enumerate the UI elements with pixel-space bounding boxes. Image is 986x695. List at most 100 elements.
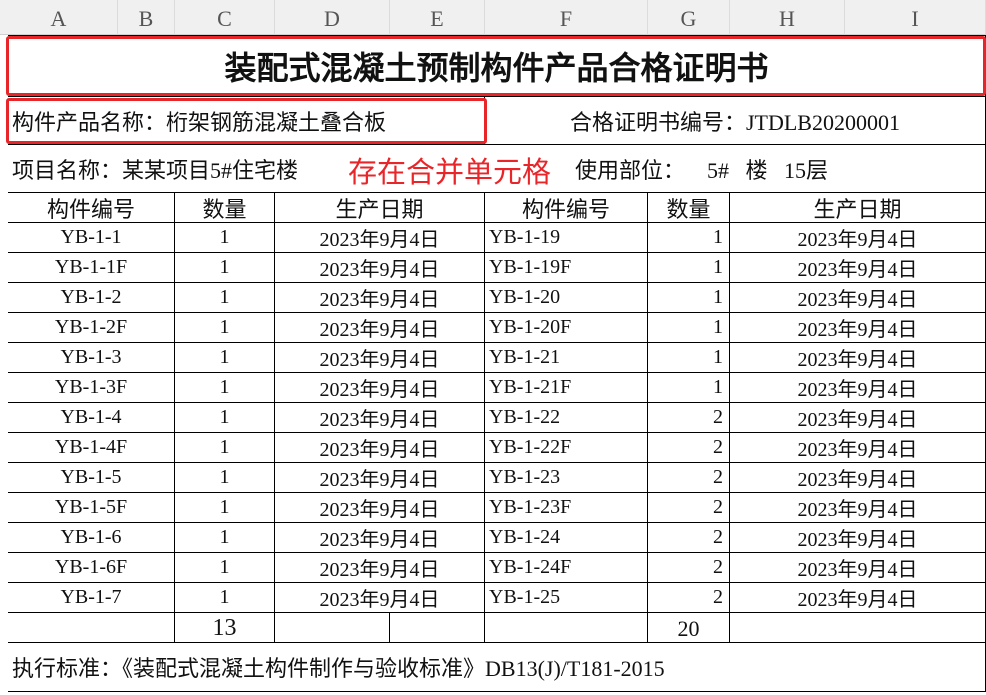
- table-cell-production-date[interactable]: 2023年9月4日: [275, 553, 485, 583]
- table-cell-quantity[interactable]: 1: [648, 343, 730, 373]
- table-cell-production-date[interactable]: 2023年9月4日: [275, 343, 485, 373]
- table-cell-quantity[interactable]: 1: [175, 523, 275, 553]
- table-cell-quantity[interactable]: 1: [648, 313, 730, 343]
- table-cell-quantity[interactable]: 2: [648, 433, 730, 463]
- header-component-no[interactable]: 构件编号: [8, 193, 175, 223]
- table-cell-quantity[interactable]: 1: [648, 223, 730, 253]
- table-cell-production-date[interactable]: 2023年9月4日: [275, 313, 485, 343]
- location-cell[interactable]: 使用部位： 5# 楼 15层: [485, 145, 986, 193]
- table-cell-component-no[interactable]: YB-1-7: [8, 583, 175, 613]
- table-cell-component-no[interactable]: YB-1-2: [8, 283, 175, 313]
- table-cell-production-date[interactable]: 2023年9月4日: [730, 433, 986, 463]
- column-header-A[interactable]: A: [0, 0, 118, 35]
- table-cell-quantity[interactable]: 1: [175, 223, 275, 253]
- table-cell-production-date[interactable]: 2023年9月4日: [730, 373, 986, 403]
- table-cell-component-no[interactable]: YB-1-23F: [485, 493, 648, 523]
- table-cell-component-no[interactable]: YB-1-5: [8, 463, 175, 493]
- table-cell-quantity[interactable]: 1: [175, 253, 275, 283]
- table-cell-component-no[interactable]: YB-1-19F: [485, 253, 648, 283]
- table-cell-component-no[interactable]: YB-1-19: [485, 223, 648, 253]
- table-cell-component-no[interactable]: YB-1-3: [8, 343, 175, 373]
- table-cell-production-date[interactable]: 2023年9月4日: [730, 493, 986, 523]
- table-cell-component-no[interactable]: YB-1-23: [485, 463, 648, 493]
- table-cell-quantity[interactable]: 2: [648, 523, 730, 553]
- table-cell-component-no[interactable]: YB-1-2F: [8, 313, 175, 343]
- total-row-cell[interactable]: [275, 613, 390, 643]
- total-row-cell[interactable]: [390, 613, 485, 643]
- table-cell-quantity[interactable]: 1: [175, 583, 275, 613]
- table-cell-component-no[interactable]: YB-1-4: [8, 403, 175, 433]
- table-cell-component-no[interactable]: YB-1-20: [485, 283, 648, 313]
- title-cell[interactable]: 装配式混凝土预制构件产品合格证明书: [8, 35, 986, 97]
- table-cell-component-no[interactable]: YB-1-1F: [8, 253, 175, 283]
- table-cell-component-no[interactable]: YB-1-25: [485, 583, 648, 613]
- table-cell-component-no[interactable]: YB-1-22: [485, 403, 648, 433]
- table-cell-production-date[interactable]: 2023年9月4日: [275, 403, 485, 433]
- table-cell-component-no[interactable]: YB-1-21: [485, 343, 648, 373]
- column-header-F[interactable]: F: [485, 0, 648, 35]
- table-cell-production-date[interactable]: 2023年9月4日: [730, 253, 986, 283]
- table-cell-production-date[interactable]: 2023年9月4日: [275, 433, 485, 463]
- table-cell-production-date[interactable]: 2023年9月4日: [275, 583, 485, 613]
- table-cell-quantity[interactable]: 2: [648, 493, 730, 523]
- product-name-cell[interactable]: 构件产品名称：桁架钢筋混凝土叠合板: [8, 97, 485, 145]
- table-cell-quantity[interactable]: 1: [648, 283, 730, 313]
- table-cell-quantity[interactable]: 1: [648, 373, 730, 403]
- table-cell-production-date[interactable]: 2023年9月4日: [730, 403, 986, 433]
- column-header-I[interactable]: I: [845, 0, 986, 35]
- column-header-D[interactable]: D: [275, 0, 390, 35]
- table-cell-component-no[interactable]: YB-1-24: [485, 523, 648, 553]
- table-cell-quantity[interactable]: 2: [648, 583, 730, 613]
- table-cell-quantity[interactable]: 2: [648, 553, 730, 583]
- project-name-cell[interactable]: 项目名称：某某项目5#住宅楼: [8, 145, 485, 193]
- header-production-date[interactable]: 生产日期: [730, 193, 986, 223]
- table-cell-quantity[interactable]: 2: [648, 463, 730, 493]
- table-cell-production-date[interactable]: 2023年9月4日: [275, 463, 485, 493]
- total-row-cell[interactable]: [485, 613, 648, 643]
- header-production-date[interactable]: 生产日期: [275, 193, 485, 223]
- total-row-cell[interactable]: [730, 613, 986, 643]
- table-cell-production-date[interactable]: 2023年9月4日: [730, 583, 986, 613]
- table-cell-production-date[interactable]: 2023年9月4日: [730, 223, 986, 253]
- table-cell-quantity[interactable]: 1: [175, 463, 275, 493]
- table-cell-component-no[interactable]: YB-1-22F: [485, 433, 648, 463]
- table-cell-component-no[interactable]: YB-1-3F: [8, 373, 175, 403]
- table-cell-component-no[interactable]: YB-1-24F: [485, 553, 648, 583]
- table-cell-quantity[interactable]: 1: [175, 313, 275, 343]
- total-quantity[interactable]: 13: [175, 613, 275, 643]
- total-row-cell[interactable]: [8, 613, 175, 643]
- table-cell-component-no[interactable]: YB-1-6F: [8, 553, 175, 583]
- table-cell-quantity[interactable]: 1: [175, 343, 275, 373]
- table-cell-production-date[interactable]: 2023年9月4日: [730, 523, 986, 553]
- total-quantity[interactable]: 20: [648, 613, 730, 643]
- table-cell-production-date[interactable]: 2023年9月4日: [730, 283, 986, 313]
- table-cell-production-date[interactable]: 2023年9月4日: [275, 283, 485, 313]
- table-cell-quantity[interactable]: 1: [175, 403, 275, 433]
- table-cell-component-no[interactable]: YB-1-6: [8, 523, 175, 553]
- cert-no-cell[interactable]: 合格证明书编号：JTDLB20200001: [485, 97, 986, 145]
- table-cell-production-date[interactable]: 2023年9月4日: [730, 553, 986, 583]
- table-cell-component-no[interactable]: YB-1-1: [8, 223, 175, 253]
- table-cell-quantity[interactable]: 1: [175, 553, 275, 583]
- table-cell-component-no[interactable]: YB-1-21F: [485, 373, 648, 403]
- table-cell-production-date[interactable]: 2023年9月4日: [275, 253, 485, 283]
- table-cell-production-date[interactable]: 2023年9月4日: [730, 313, 986, 343]
- table-cell-quantity[interactable]: 1: [175, 433, 275, 463]
- header-quantity[interactable]: 数量: [175, 193, 275, 223]
- table-cell-quantity[interactable]: 1: [175, 373, 275, 403]
- header-component-no[interactable]: 构件编号: [485, 193, 648, 223]
- header-quantity[interactable]: 数量: [648, 193, 730, 223]
- table-cell-component-no[interactable]: YB-1-4F: [8, 433, 175, 463]
- column-header-H[interactable]: H: [730, 0, 845, 35]
- table-cell-production-date[interactable]: 2023年9月4日: [275, 523, 485, 553]
- table-cell-production-date[interactable]: 2023年9月4日: [730, 343, 986, 373]
- standard-cell[interactable]: 执行标准：《装配式混凝土构件制作与验收标准》DB13(J)/T181-2015: [8, 643, 986, 692]
- column-header-G[interactable]: G: [648, 0, 730, 35]
- table-cell-production-date[interactable]: 2023年9月4日: [275, 223, 485, 253]
- column-header-B[interactable]: B: [118, 0, 175, 35]
- table-cell-quantity[interactable]: 1: [648, 253, 730, 283]
- table-cell-quantity[interactable]: 2: [648, 403, 730, 433]
- table-cell-production-date[interactable]: 2023年9月4日: [730, 463, 986, 493]
- table-cell-production-date[interactable]: 2023年9月4日: [275, 493, 485, 523]
- table-cell-quantity[interactable]: 1: [175, 493, 275, 523]
